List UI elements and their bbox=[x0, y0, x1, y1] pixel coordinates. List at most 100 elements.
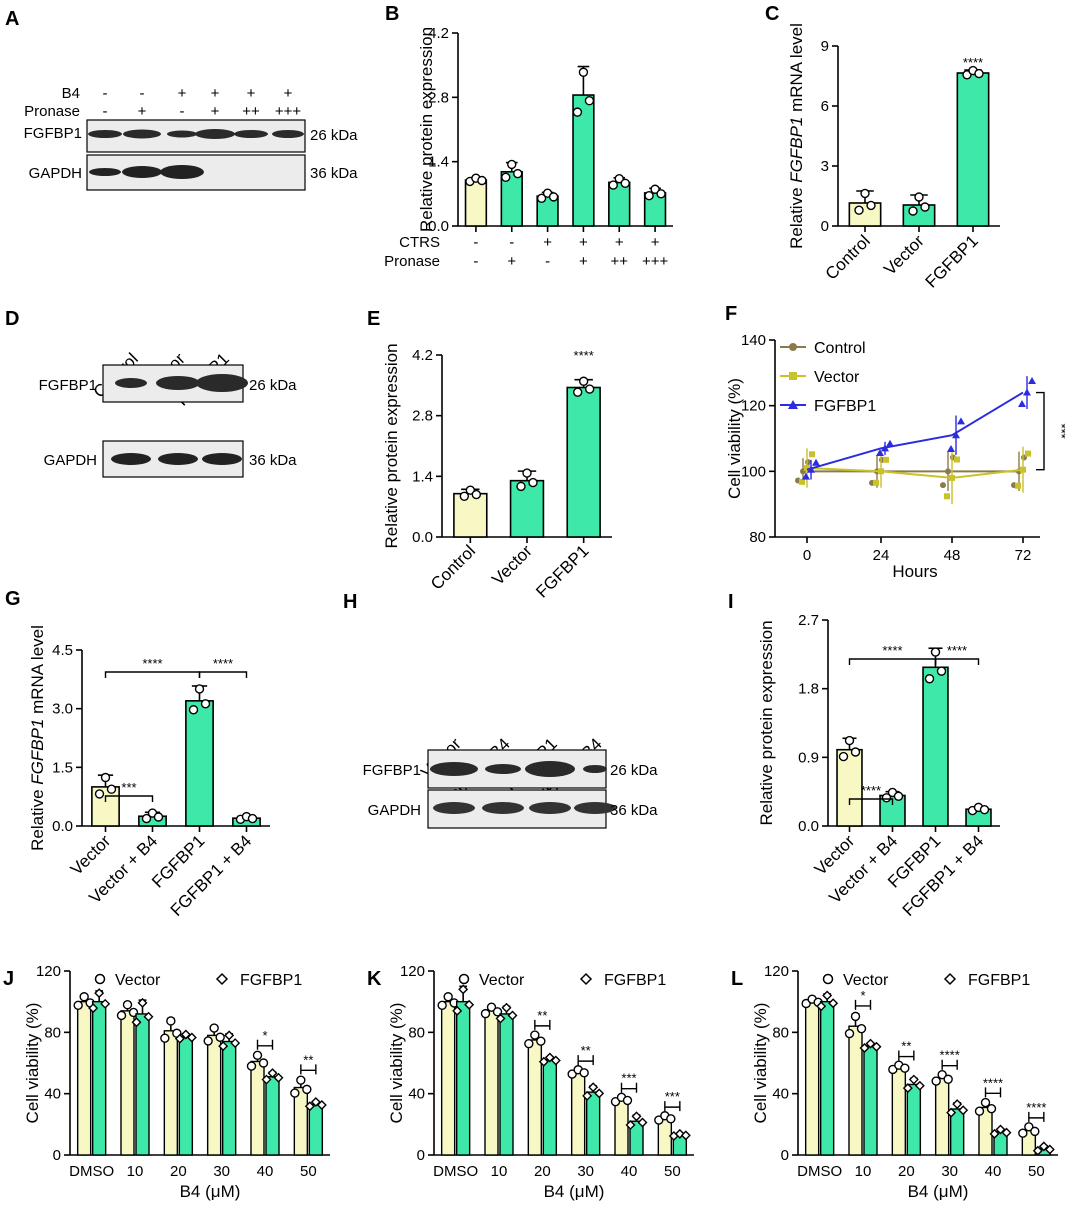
data-point-J bbox=[267, 1068, 278, 1079]
x-tick-label-E: Control bbox=[427, 541, 479, 593]
x-tick-label-J: 10 bbox=[127, 1163, 144, 1180]
data-point-L bbox=[1024, 1122, 1034, 1132]
bar-E bbox=[453, 492, 488, 538]
pronase-sign: - bbox=[103, 103, 108, 120]
y-axis-label-G: Relative FGFBP1 mRNA level bbox=[28, 625, 47, 851]
bar-L-FGFBP1 bbox=[863, 1045, 878, 1156]
data-point-F bbox=[805, 459, 811, 466]
data-point-F bbox=[804, 465, 810, 472]
pronase-sign: + bbox=[579, 253, 588, 270]
data-point-J bbox=[116, 1010, 127, 1021]
axis-K-y-tick-label: 120 bbox=[400, 963, 425, 980]
data-point-F bbox=[1023, 388, 1031, 396]
x-tick-label-J: DMSO bbox=[69, 1163, 114, 1180]
data-point-F bbox=[945, 468, 951, 475]
b4-sign: + bbox=[178, 85, 187, 102]
significance-K: ** bbox=[581, 1043, 591, 1058]
pronase-sign: ++ bbox=[242, 103, 260, 120]
b4-sign: + bbox=[284, 85, 293, 102]
axis-I-y-tick-label: 1.8 bbox=[798, 681, 819, 698]
data-point-F bbox=[878, 468, 884, 475]
x-tick-label-E: Vector bbox=[488, 541, 536, 589]
legend-label-Vector: Vector bbox=[814, 369, 860, 386]
data-point-K bbox=[544, 1052, 555, 1063]
data-point-K bbox=[579, 1068, 589, 1078]
size-label: 36 kDa bbox=[249, 452, 297, 469]
data-point-L bbox=[844, 1028, 855, 1039]
data-point-L bbox=[1001, 1127, 1012, 1138]
band-gapdh bbox=[158, 453, 198, 465]
axis-G-y-tick-label: 0.0 bbox=[52, 818, 73, 835]
data-point-B bbox=[507, 159, 517, 170]
significance-L: **** bbox=[1026, 1100, 1046, 1115]
data-point-F bbox=[940, 482, 946, 489]
data-point-G bbox=[100, 772, 111, 783]
legend-label-fgfbp1: FGFBP1 bbox=[968, 972, 1030, 989]
bar-L-FGFBP1 bbox=[819, 1000, 835, 1156]
data-point-G bbox=[141, 813, 152, 824]
data-point-F bbox=[886, 439, 894, 447]
size-label: 26 kDa bbox=[249, 377, 297, 394]
axis-G-y-tick-label: 3.0 bbox=[52, 701, 73, 718]
bar-C bbox=[956, 72, 990, 227]
data-point-F bbox=[802, 472, 810, 480]
axis-C-y-tick-label: 6 bbox=[821, 98, 829, 115]
data-point-F bbox=[957, 417, 965, 425]
axis-E-y-tick-label: 4.2 bbox=[412, 347, 433, 364]
panel-label-F: F bbox=[725, 303, 737, 325]
axis-F-y-tick-label: 80 bbox=[749, 529, 766, 546]
size-label: 36 kDa bbox=[310, 165, 358, 182]
data-point-E bbox=[471, 489, 482, 500]
data-point-L bbox=[986, 1103, 997, 1114]
pronase-sign: ++ bbox=[610, 253, 628, 270]
data-point-L bbox=[1030, 1126, 1040, 1137]
data-point-J bbox=[180, 1029, 191, 1040]
y-axis-label-L: Cell viability (%) bbox=[751, 1003, 770, 1124]
data-point-K bbox=[443, 992, 453, 1002]
axis-I-y-tick-label: 0.0 bbox=[798, 818, 819, 835]
data-point-K bbox=[507, 1010, 518, 1021]
ctrs-sign: - bbox=[473, 234, 478, 251]
bar-I bbox=[922, 666, 949, 827]
x-tick-label-K: 20 bbox=[534, 1163, 551, 1180]
data-point-J bbox=[88, 1003, 99, 1014]
y-axis-label-J: Cell viability (%) bbox=[23, 1003, 42, 1124]
significance-J: * bbox=[262, 1028, 267, 1043]
data-point-L bbox=[856, 1023, 867, 1034]
sig-bracket-K bbox=[577, 1055, 594, 1066]
data-point-F bbox=[876, 448, 884, 456]
legend-marker-fgfbp1 bbox=[943, 972, 957, 986]
panel-label-J: J bbox=[3, 968, 14, 990]
data-point-K bbox=[637, 1117, 648, 1128]
axis-G-y-tick-label: 1.5 bbox=[52, 759, 73, 776]
data-point-F bbox=[812, 458, 820, 466]
band-fgfbp1 bbox=[167, 130, 197, 138]
axis-E-y-tick-label: 2.8 bbox=[412, 408, 433, 425]
data-point-F bbox=[809, 451, 815, 458]
data-point-K bbox=[631, 1111, 642, 1122]
significance-G: *** bbox=[121, 780, 136, 795]
protein-label: FGFBP1 bbox=[363, 762, 421, 779]
legend-marker bbox=[788, 400, 798, 409]
legend-marker-fgfbp1 bbox=[579, 972, 593, 986]
significance-L: ** bbox=[901, 1039, 911, 1054]
significance-K: *** bbox=[621, 1071, 636, 1086]
sig-bracket-K bbox=[620, 1082, 638, 1093]
x-tick-label-L: 50 bbox=[1028, 1163, 1045, 1180]
data-point-C bbox=[860, 188, 870, 199]
data-point-C bbox=[908, 206, 918, 216]
data-point-L bbox=[989, 1128, 1000, 1139]
data-point-L bbox=[974, 1106, 985, 1116]
panel-label-D: D bbox=[5, 308, 19, 330]
bar-J-FGFBP1 bbox=[135, 1013, 150, 1156]
data-point-L bbox=[946, 1107, 957, 1118]
band-gapdh bbox=[202, 453, 242, 465]
data-point-E bbox=[578, 376, 589, 386]
data-point-F bbox=[949, 474, 955, 481]
protein-label: FGFBP1 bbox=[24, 125, 82, 142]
pronase-sign: - bbox=[180, 103, 185, 120]
significance-K: *** bbox=[665, 1089, 680, 1104]
band-fgfbp1 bbox=[583, 765, 607, 773]
band-fgfbp1 bbox=[88, 130, 122, 138]
